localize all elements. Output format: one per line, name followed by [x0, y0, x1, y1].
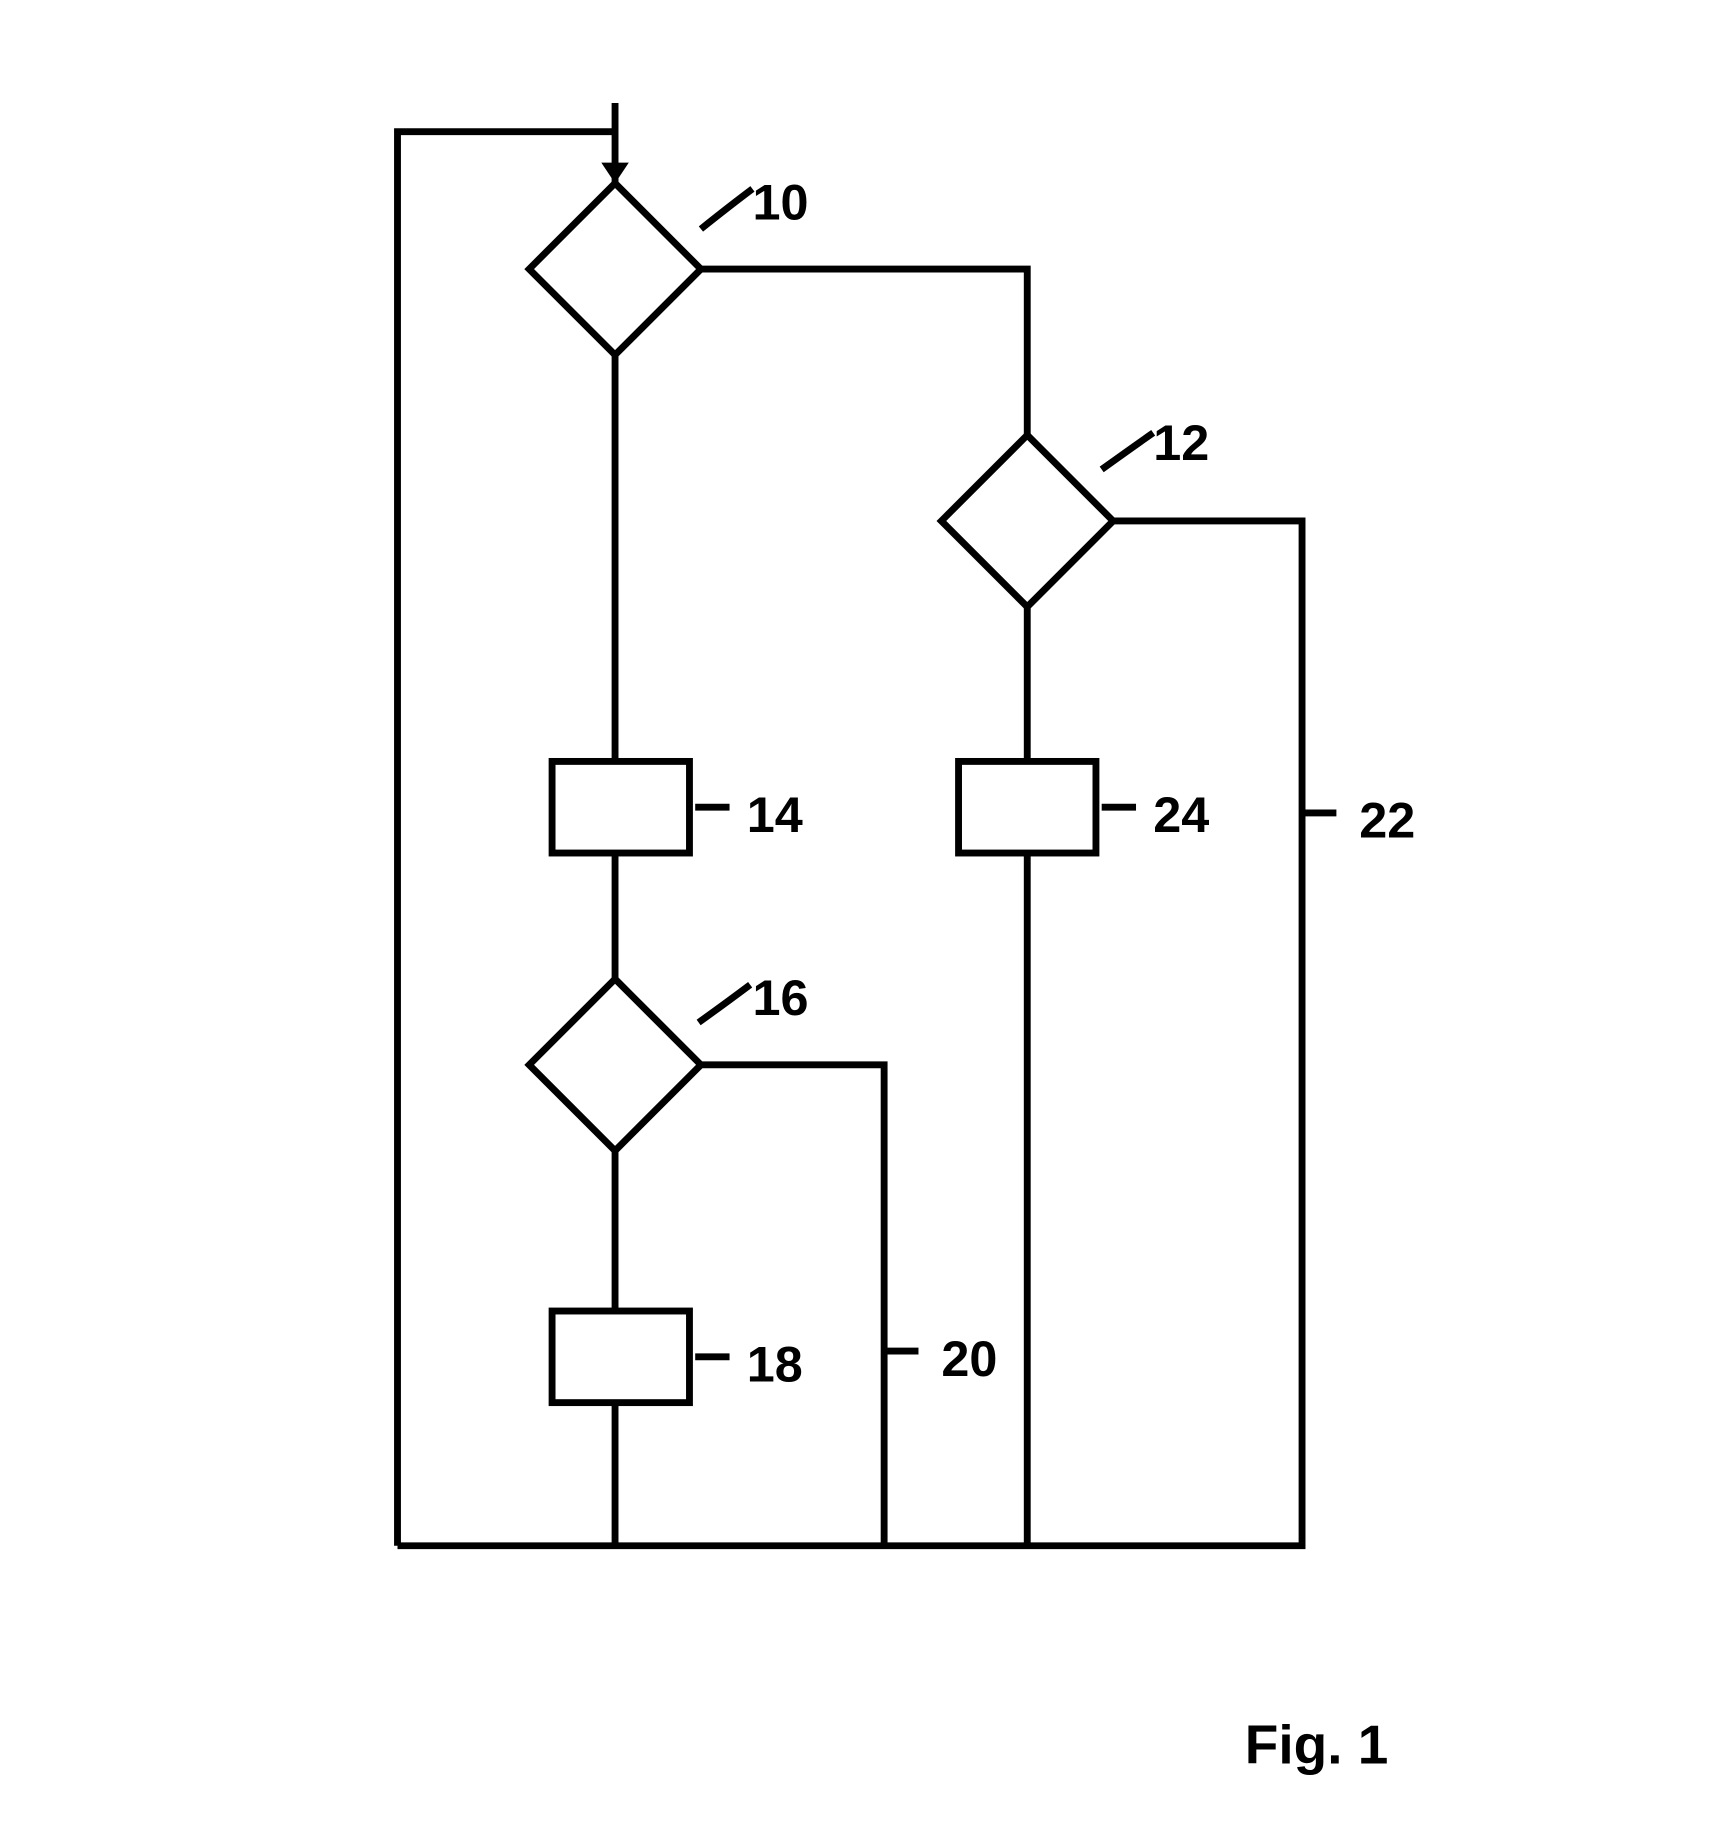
process-p24: [959, 761, 1096, 853]
process-p18: [552, 1311, 689, 1403]
label-d16: 16: [752, 969, 808, 1026]
flowchart: 10 12 14 16 18 24 20 22 Fig. 1: [0, 0, 1711, 1832]
label-d10: 10: [752, 173, 808, 230]
line-label-22: 22: [1359, 792, 1415, 849]
label-p24: 24: [1153, 786, 1209, 843]
line-label-20: 20: [941, 1330, 997, 1387]
background: [249, 0, 1463, 1832]
label-p18: 18: [747, 1336, 803, 1393]
process-p14: [552, 761, 689, 853]
label-p14: 14: [747, 786, 803, 843]
label-d12: 12: [1153, 414, 1209, 471]
figure-caption: Fig. 1: [1245, 1713, 1389, 1775]
